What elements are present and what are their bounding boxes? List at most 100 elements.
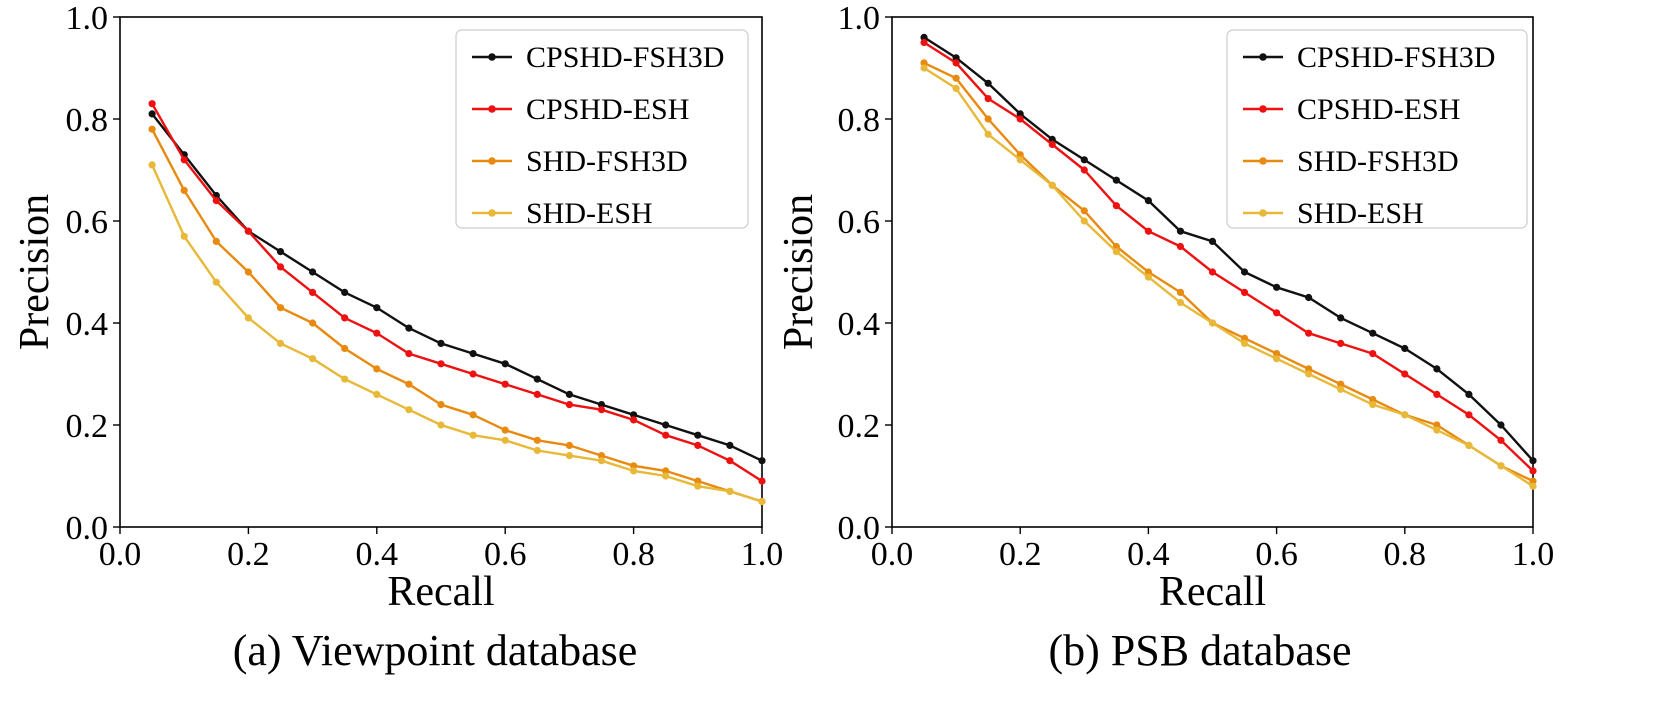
data-point <box>469 411 477 419</box>
data-point <box>1240 339 1249 347</box>
legend-entry: SHD-ESH <box>472 197 653 230</box>
data-point <box>405 406 413 414</box>
data-point <box>1176 242 1185 251</box>
series-cpshd-fsh3d <box>920 33 1537 465</box>
data-point <box>1529 457 1537 465</box>
data-point <box>920 38 928 47</box>
data-point <box>1080 166 1088 174</box>
legend-label: CPSHD-ESH <box>526 93 689 126</box>
data-point <box>212 278 220 286</box>
legend-box <box>1226 29 1528 229</box>
legend-marker <box>1259 53 1267 61</box>
data-point <box>341 288 349 296</box>
x-tick-label: 0.6 <box>484 536 527 573</box>
data-point <box>630 416 638 424</box>
data-point <box>1273 355 1281 363</box>
series-line <box>151 103 763 483</box>
data-point <box>405 350 413 358</box>
data-point <box>1401 370 1409 378</box>
data-point <box>984 130 992 138</box>
data-point <box>180 232 188 240</box>
legend-label: SHD-FSH3D <box>526 145 688 178</box>
data-point <box>597 406 606 414</box>
series-line <box>923 36 1534 462</box>
legend-box <box>455 29 749 229</box>
data-point <box>662 431 670 439</box>
data-point <box>1112 248 1120 256</box>
data-point <box>1433 365 1441 373</box>
chart-caption: (a) Viewpoint database <box>233 626 638 675</box>
data-point <box>533 375 541 383</box>
series-line <box>151 113 763 462</box>
x-axis-label: Recall <box>1159 569 1266 615</box>
data-point <box>373 390 381 398</box>
data-point <box>373 329 381 337</box>
data-point <box>437 401 445 409</box>
data-point <box>1016 110 1024 118</box>
data-point <box>1369 350 1377 358</box>
data-point <box>1369 401 1377 409</box>
legend-label: SHD-ESH <box>1297 197 1424 230</box>
data-point <box>276 339 285 347</box>
data-point <box>180 156 188 164</box>
data-point <box>1433 421 1441 429</box>
data-point <box>662 472 670 480</box>
data-point <box>952 74 960 82</box>
data-point <box>1529 477 1537 485</box>
legend-label: SHD-ESH <box>526 197 653 230</box>
legend: CPSHD-FSH3D CPSHD-ESH SHD-FSH3D SHD-ESH <box>1226 29 1528 230</box>
data-point <box>1176 288 1185 296</box>
data-point <box>1016 115 1024 123</box>
data-point <box>1080 217 1088 225</box>
data-point <box>1497 421 1505 429</box>
legend-entry: CPSHD-FSH3D <box>472 41 724 74</box>
legend-label: SHD-FSH3D <box>1297 145 1459 178</box>
legend-entry: SHD-FSH3D <box>472 145 688 178</box>
data-point <box>952 54 960 62</box>
y-tick-label: 0.6 <box>66 204 109 241</box>
data-point <box>1112 176 1120 184</box>
y-tick-label: 0.2 <box>838 408 881 445</box>
data-point <box>1176 299 1185 307</box>
legend-marker <box>1259 157 1267 165</box>
data-point <box>662 421 670 429</box>
data-point <box>694 477 702 485</box>
data-point <box>1240 268 1249 276</box>
data-point <box>1465 441 1473 449</box>
series-cpshd-esh <box>920 38 1537 475</box>
series-cpshd-esh <box>148 100 766 485</box>
y-tick-label: 0.2 <box>66 408 109 445</box>
legend-marker <box>488 105 496 113</box>
data-point <box>1240 334 1249 342</box>
data-point <box>1080 156 1088 164</box>
x-tick-label: 0.2 <box>227 536 270 573</box>
data-point <box>309 288 317 296</box>
data-point <box>373 304 381 312</box>
chart-caption: (b) PSB database <box>1048 626 1351 675</box>
data-point <box>565 452 574 460</box>
data-point <box>726 457 734 465</box>
data-point <box>984 115 992 123</box>
data-point <box>1337 385 1345 393</box>
data-point <box>309 319 317 327</box>
legend-label: CPSHD-FSH3D <box>1297 41 1495 74</box>
data-point <box>1273 309 1281 317</box>
data-point <box>309 355 317 363</box>
data-point <box>501 380 509 388</box>
data-point <box>920 64 928 72</box>
data-point <box>212 197 220 205</box>
series-line <box>151 128 763 503</box>
data-point <box>405 380 413 388</box>
data-point <box>597 452 606 460</box>
data-point <box>1497 436 1505 444</box>
data-point <box>148 161 156 169</box>
data-point <box>1337 314 1345 322</box>
data-point <box>1337 339 1345 347</box>
data-point <box>1176 227 1185 235</box>
x-tick-label: 1.0 <box>741 536 784 573</box>
data-point <box>1048 140 1056 149</box>
data-point <box>630 467 638 475</box>
x-tick-label: 0.4 <box>1127 536 1170 573</box>
data-point <box>1305 365 1313 373</box>
data-point <box>1144 273 1152 281</box>
